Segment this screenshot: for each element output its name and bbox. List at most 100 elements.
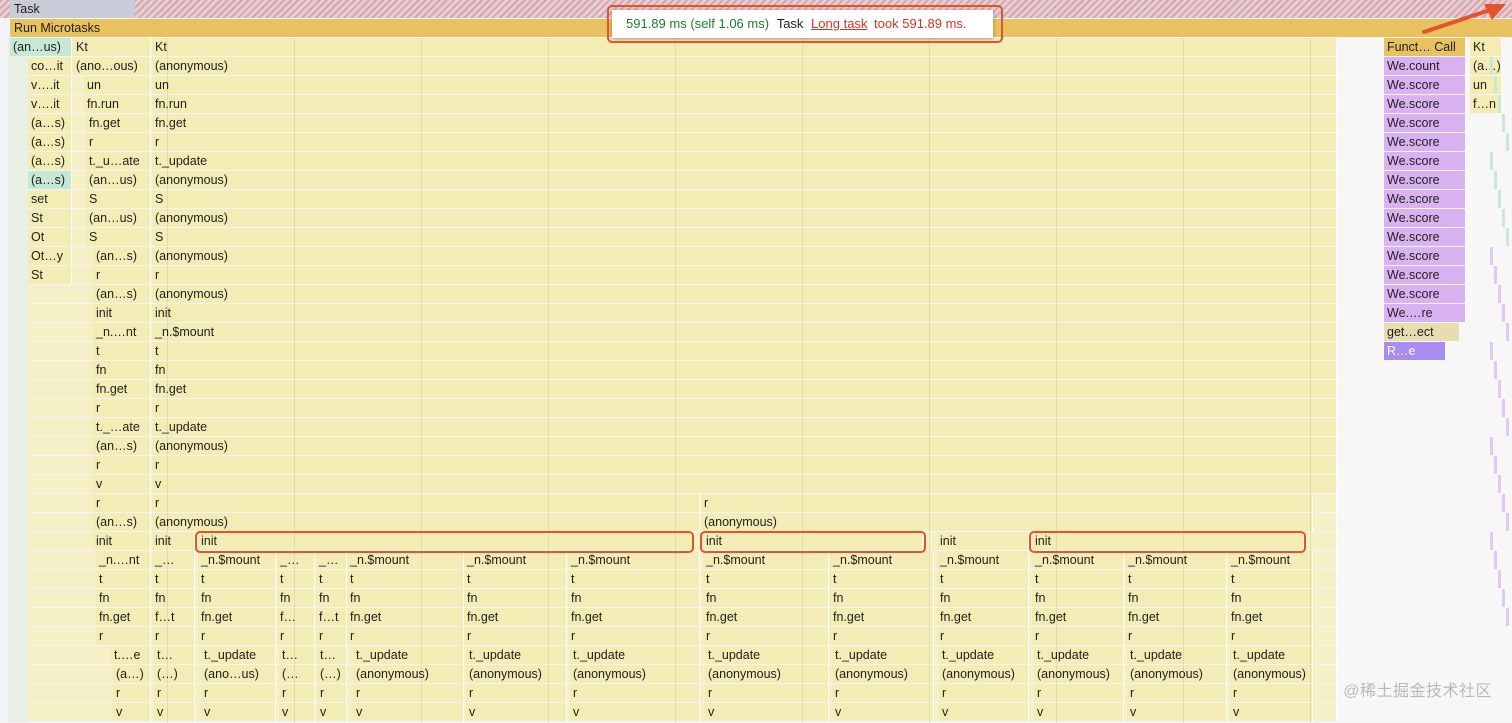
flame-frame[interactable]: (anonymous)	[1230, 665, 1313, 683]
flame-frame[interactable]: fn.run	[152, 95, 1337, 113]
flame-frame[interactable]: t	[1228, 570, 1313, 588]
flame-frame[interactable]: t._update	[1230, 646, 1313, 664]
flame-frame[interactable]: fn	[96, 589, 151, 607]
flame-frame[interactable]: r	[1127, 684, 1227, 702]
flame-frame[interactable]: fn.get	[1125, 608, 1227, 626]
flame-frame[interactable]: (anonymous)	[152, 513, 700, 531]
flame-frame[interactable]: un	[152, 76, 1337, 94]
flame-frame[interactable]: t…	[154, 646, 195, 664]
flame-frame[interactable]: t._update	[939, 646, 1029, 664]
flame-frame[interactable]: r	[1032, 627, 1124, 645]
flame-frame[interactable]: init	[198, 532, 693, 550]
flame-frame[interactable]: t	[937, 570, 1029, 588]
flame-frame[interactable]: We.score	[1384, 95, 1466, 113]
flame-frame[interactable]: un	[1470, 76, 1502, 94]
flame-frame[interactable]: We.score	[1384, 114, 1466, 132]
flame-frame[interactable]: t._update	[466, 646, 567, 664]
flame-frame[interactable]: We.score	[1384, 266, 1466, 284]
flame-frame[interactable]: v	[279, 703, 315, 721]
flame-frame[interactable]: t	[198, 570, 276, 588]
flame-frame[interactable]: fn	[277, 589, 315, 607]
flame-frame[interactable]: un	[84, 76, 151, 94]
flame-frame[interactable]: set	[28, 190, 72, 208]
flame-frame[interactable]: r	[466, 684, 567, 702]
flame-frame[interactable]: fn	[1228, 589, 1313, 607]
flame-frame[interactable]: fn.get	[93, 380, 151, 398]
flame-frame[interactable]: (an…s)	[93, 285, 151, 303]
flame-frame[interactable]: _n.…nt	[93, 323, 151, 341]
flame-frame[interactable]: t	[568, 570, 700, 588]
flame-frame[interactable]: v	[1127, 703, 1227, 721]
flame-frame[interactable]: S	[152, 190, 1337, 208]
flame-frame[interactable]: r	[152, 133, 1337, 151]
flame-frame[interactable]: fn.get	[464, 608, 567, 626]
flame-frame[interactable]: We.score	[1384, 285, 1466, 303]
flame-frame[interactable]: v	[1230, 703, 1313, 721]
flame-frame[interactable]: (anonymous)	[152, 57, 1337, 75]
flame-frame[interactable]: init	[1032, 532, 1304, 550]
flame-frame[interactable]: init	[93, 532, 151, 550]
flame-frame[interactable]: r	[93, 399, 151, 417]
flame-frame[interactable]: (anonymous)	[353, 665, 464, 683]
flame-frame[interactable]: fn.get	[86, 114, 151, 132]
flame-frame[interactable]: v	[1034, 703, 1124, 721]
flame-frame[interactable]: f…n	[1470, 95, 1502, 113]
flame-frame[interactable]: fn.get	[830, 608, 934, 626]
flame-frame[interactable]: f…	[277, 608, 315, 626]
flame-frame[interactable]: _n.$mount	[198, 551, 276, 569]
flame-frame[interactable]: fn	[568, 589, 700, 607]
flame-frame[interactable]: Funct… Call	[1384, 38, 1466, 56]
flame-frame[interactable]: (an…s)	[93, 247, 151, 265]
flame-frame[interactable]: r	[317, 684, 347, 702]
flame-frame[interactable]: (anonymous)	[1127, 665, 1227, 683]
flame-frame[interactable]: t._update	[353, 646, 464, 664]
flame-frame[interactable]: t	[464, 570, 567, 588]
flame-frame[interactable]: r	[279, 684, 315, 702]
flame-frame[interactable]: v	[466, 703, 567, 721]
flame-frame[interactable]: t	[1125, 570, 1227, 588]
flame-frame[interactable]: v	[705, 703, 829, 721]
flame-frame[interactable]: r	[347, 627, 464, 645]
flame-frame[interactable]: t…	[279, 646, 315, 664]
flame-frame[interactable]: (anonymous)	[466, 665, 567, 683]
flame-frame[interactable]: We.score	[1384, 228, 1466, 246]
flame-frame[interactable]: t	[703, 570, 829, 588]
flame-frame[interactable]: r	[152, 627, 195, 645]
flame-frame[interactable]: v	[113, 703, 151, 721]
flame-frame[interactable]: v	[93, 475, 151, 493]
flame-frame[interactable]: t	[277, 570, 315, 588]
flame-frame[interactable]: v	[152, 475, 1337, 493]
long-task-link[interactable]: Long task	[811, 16, 868, 31]
flame-frame[interactable]: fn	[93, 361, 151, 379]
flame-frame[interactable]: r	[464, 627, 567, 645]
flame-frame[interactable]: v	[317, 703, 347, 721]
flame-frame[interactable]: fn.get	[152, 114, 1337, 132]
flame-frame[interactable]: r	[703, 627, 829, 645]
flame-frame[interactable]: fn	[1125, 589, 1227, 607]
flame-frame[interactable]: (a…s)	[28, 114, 72, 132]
flame-frame[interactable]: t…	[317, 646, 347, 664]
flame-frame[interactable]: t._update	[152, 152, 1337, 170]
flame-frame[interactable]: (a…s)	[28, 133, 72, 151]
flame-frame[interactable]: _n.$mount	[1125, 551, 1227, 569]
flame-frame[interactable]: r	[939, 684, 1029, 702]
flame-frame[interactable]: (an…s)	[93, 513, 151, 531]
flame-frame[interactable]: (anonymous)	[152, 247, 1337, 265]
flame-frame[interactable]: r	[1125, 627, 1227, 645]
flame-frame[interactable]: r	[93, 456, 151, 474]
flame-frame[interactable]: f…t	[316, 608, 347, 626]
flame-frame[interactable]: (anonymous)	[152, 285, 1337, 303]
flame-frame[interactable]: S	[152, 228, 1337, 246]
flame-frame[interactable]: r	[316, 627, 347, 645]
flame-frame[interactable]: Ot	[28, 228, 72, 246]
flame-frame[interactable]: fn.get	[152, 380, 1337, 398]
flame-frame[interactable]: r	[93, 494, 151, 512]
flame-frame[interactable]: t._u…ate	[86, 152, 151, 170]
flame-frame[interactable]: We.…re	[1384, 304, 1466, 322]
flame-frame[interactable]: We.score	[1384, 171, 1466, 189]
flame-frame[interactable]: t._update	[570, 646, 700, 664]
flame-frame[interactable]: (anonymous)	[152, 437, 1337, 455]
flame-frame[interactable]: _n.$mount	[830, 551, 934, 569]
flame-frame[interactable]: fn	[316, 589, 347, 607]
